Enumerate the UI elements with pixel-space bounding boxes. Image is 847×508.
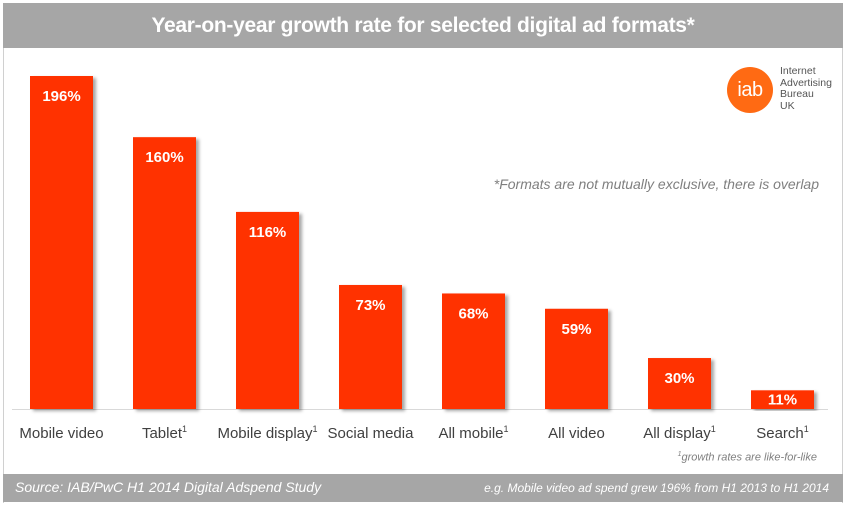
category-superscript: 1 [182,424,187,434]
category-label: Mobile display1 [217,424,317,442]
footnote-text: growth rates are like-for-like [681,451,817,464]
bar-social-media [339,284,402,409]
like-for-like-footnote: 1growth rates are like-for-like [678,451,817,464]
category-label: Search1 [756,424,809,442]
chart-title-bar: Year-on-year growth rate for selected di… [3,3,843,48]
logo-line: Internet [780,65,816,77]
category-label: Tablet1 [142,424,187,442]
value-label: 59% [561,321,591,338]
category-label: All mobile1 [438,424,508,442]
value-label: 11% [768,392,797,409]
category-label: Mobile video [19,425,103,442]
category-superscript: 1 [313,424,318,434]
source-text: Source: IAB/PwC H1 2014 Digital Adspend … [15,479,322,495]
category-label: Social media [328,425,415,442]
bar-mobile-display [236,211,299,409]
bar-tablet [133,137,196,409]
bar-mobile-video [30,76,93,409]
value-label: 196% [42,88,80,105]
example-text: e.g. Mobile video ad spend grew 196% fro… [484,481,829,495]
value-label: 160% [145,149,183,166]
value-label: 116% [249,224,287,241]
logo-line: UK [780,99,795,112]
category-label: All display1 [643,424,716,442]
category-label: All video [548,425,605,442]
value-label: 30% [664,370,694,387]
bar-all-video [545,308,608,409]
iab-logo-icon: iab [727,67,773,113]
category-superscript: 1 [711,424,716,434]
logo-text: Internet Advertising Bureau UK [780,65,832,112]
bar-all-display [648,358,711,409]
chart-title: Year-on-year growth rate for selected di… [151,13,695,37]
value-label: 68% [458,305,488,322]
value-label: 73% [355,297,385,314]
logo-line: Advertising [780,76,832,89]
category-superscript: 1 [804,424,809,434]
logo-mark: iab [737,78,763,101]
bar-all-mobile [442,293,505,409]
footnote-marker: 1 [677,451,682,458]
bar-search [751,390,814,409]
logo-line: Bureau [780,88,814,100]
category-superscript: 1 [504,424,509,434]
footer-bar: Source: IAB/PwC H1 2014 Digital Adspend … [3,474,843,502]
overlap-note: *Formats are not mutually exclusive, the… [493,176,819,192]
